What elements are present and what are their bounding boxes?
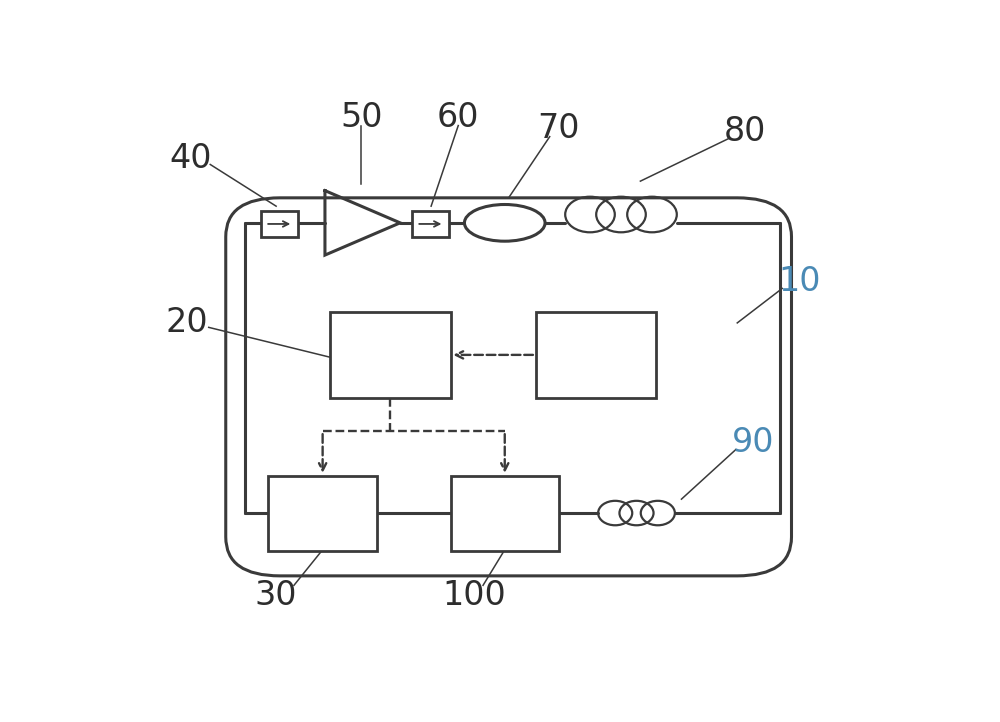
Bar (268, 476, 377, 551)
Bar (536, 312, 656, 398)
Text: 100: 100 (442, 579, 506, 612)
FancyBboxPatch shape (226, 198, 792, 576)
Bar (261, 211, 298, 237)
Text: 70: 70 (538, 112, 580, 145)
Text: 90: 90 (732, 426, 774, 459)
Text: 20: 20 (166, 306, 208, 339)
Bar (412, 211, 449, 237)
Ellipse shape (464, 204, 545, 241)
Text: 60: 60 (437, 100, 480, 134)
Text: 30: 30 (255, 579, 297, 612)
Bar (450, 476, 559, 551)
Text: 80: 80 (724, 115, 766, 147)
Text: 50: 50 (340, 100, 383, 134)
Text: 10: 10 (778, 265, 820, 297)
Bar (330, 312, 450, 398)
Text: 40: 40 (170, 142, 212, 175)
